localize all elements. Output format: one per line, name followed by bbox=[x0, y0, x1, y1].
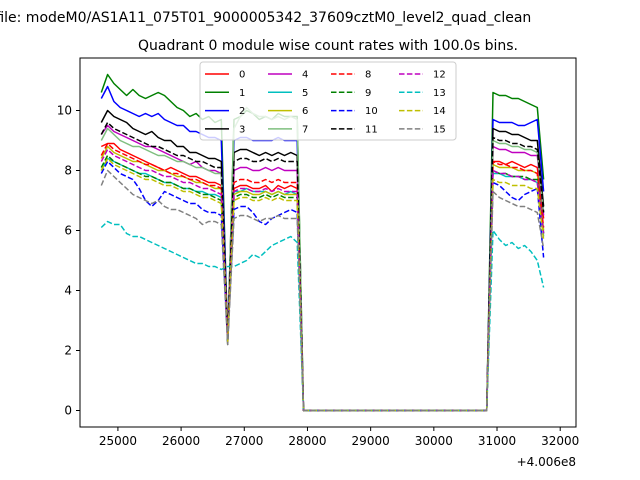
series-line-11 bbox=[100, 121, 545, 412]
legend-label: 1 bbox=[239, 88, 245, 99]
legend-label: 3 bbox=[239, 124, 245, 135]
legend-label: 15 bbox=[433, 124, 446, 135]
x-tick-label: 27000 bbox=[225, 434, 263, 448]
legend-item-2: 2 bbox=[205, 106, 245, 117]
x-tick-label: 29000 bbox=[352, 434, 390, 448]
series-line-0 bbox=[100, 142, 545, 412]
plot-frame bbox=[79, 57, 577, 428]
legend-label: 11 bbox=[365, 124, 378, 135]
series-line-12 bbox=[100, 148, 545, 412]
y-tick-label: 2 bbox=[64, 344, 72, 358]
y-tick-label: 6 bbox=[64, 224, 72, 238]
chart-title: Quadrant 0 module wise count rates with … bbox=[138, 38, 518, 54]
x-tick-label: 26000 bbox=[162, 434, 200, 448]
legend-label: 7 bbox=[302, 124, 308, 135]
x-offset-label: +4.006e8 bbox=[517, 455, 576, 469]
series-line-10 bbox=[100, 160, 545, 412]
legend-item-3: 3 bbox=[205, 124, 245, 135]
y-tick-label: 0 bbox=[64, 404, 72, 418]
x-tick-label: 31000 bbox=[478, 434, 516, 448]
legend-item-9: 9 bbox=[331, 88, 371, 99]
legend-label: 8 bbox=[365, 70, 371, 81]
series-line-5 bbox=[100, 157, 545, 412]
legend-item-1: 1 bbox=[205, 88, 245, 99]
series-line-8 bbox=[100, 142, 545, 412]
x-tick-label: 28000 bbox=[288, 434, 326, 448]
series-line-7 bbox=[100, 106, 545, 412]
figure-suptitle: n file: modeM0/AS1A11_075T01_9000005342_… bbox=[0, 10, 531, 26]
series-line-3 bbox=[100, 109, 545, 412]
legend-item-7: 7 bbox=[268, 124, 308, 135]
series-line-15 bbox=[100, 169, 545, 412]
y-axis: 0 2 4 6 8 10 bbox=[57, 104, 80, 418]
legend-item-15: 15 bbox=[399, 124, 446, 135]
series-line-14 bbox=[100, 157, 545, 412]
legend-label: 6 bbox=[302, 106, 308, 117]
legend-label: 13 bbox=[433, 88, 446, 99]
x-tick-label: 30000 bbox=[415, 434, 453, 448]
series-line-9 bbox=[100, 154, 545, 412]
series-lines bbox=[100, 73, 545, 412]
legend-item-10: 10 bbox=[331, 106, 378, 117]
legend-item-13: 13 bbox=[399, 88, 446, 99]
legend-label: 12 bbox=[433, 70, 446, 81]
legend-label: 4 bbox=[302, 70, 308, 81]
legend-label: 14 bbox=[433, 106, 446, 117]
legend-item-12: 12 bbox=[399, 70, 446, 81]
legend-item-11: 11 bbox=[331, 124, 378, 135]
legend-item-6: 6 bbox=[268, 106, 308, 117]
legend-item-0: 0 bbox=[205, 70, 245, 81]
y-tick-label: 4 bbox=[64, 284, 72, 298]
legend-item-8: 8 bbox=[331, 70, 371, 81]
legend-label: 10 bbox=[365, 106, 378, 117]
legend-label: 5 bbox=[302, 88, 308, 99]
legend-item-4: 4 bbox=[268, 70, 308, 81]
y-tick-label: 8 bbox=[64, 164, 72, 178]
x-tick-label: 32000 bbox=[541, 434, 579, 448]
legend-item-14: 14 bbox=[399, 106, 446, 117]
plot-area bbox=[79, 57, 577, 428]
y-tick-label: 10 bbox=[57, 104, 72, 118]
legend-label: 9 bbox=[365, 88, 371, 99]
legend-item-5: 5 bbox=[268, 88, 308, 99]
legend-label: 2 bbox=[239, 106, 245, 117]
legend-box bbox=[199, 61, 457, 141]
series-line-13 bbox=[100, 220, 545, 412]
x-tick-label: 25000 bbox=[99, 434, 137, 448]
legend-label: 0 bbox=[239, 70, 245, 81]
x-axis: 25000 26000 27000 28000 29000 30000 31000 32000 bbox=[99, 427, 579, 448]
